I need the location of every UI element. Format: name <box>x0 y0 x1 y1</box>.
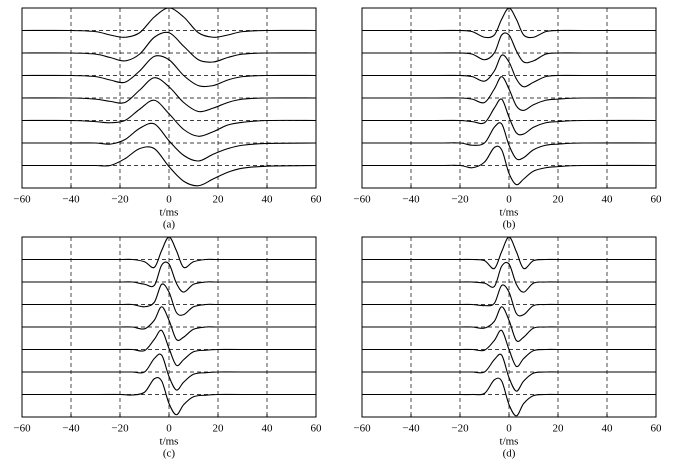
panel-caption: (d) <box>503 448 516 460</box>
x-tick-label: −60 <box>353 423 371 435</box>
trace <box>362 145 657 186</box>
panel-caption: (c) <box>163 448 176 460</box>
trace <box>362 329 656 368</box>
x-tick-label: 60 <box>311 423 323 435</box>
trace <box>362 54 656 88</box>
trace <box>21 261 316 293</box>
x-tick-label: 60 <box>311 194 323 206</box>
x-tick-label: −60 <box>353 194 371 206</box>
x-axis-label: t/ms <box>500 436 519 448</box>
trace <box>362 353 656 392</box>
x-axis-label: t/ms <box>160 207 179 219</box>
x-tick-label: −40 <box>402 423 420 435</box>
trace <box>22 146 317 187</box>
x-tick-label: −40 <box>62 194 80 206</box>
trace <box>21 31 317 63</box>
x-tick-label: −40 <box>402 194 420 206</box>
x-tick-label: −20 <box>111 194 129 206</box>
x-tick-label: −20 <box>111 423 129 435</box>
x-tick-label: 20 <box>213 423 225 435</box>
trace <box>21 77 317 113</box>
x-tick-label: −40 <box>62 423 80 435</box>
trace <box>21 377 316 416</box>
trace <box>22 329 316 367</box>
trace <box>22 306 316 341</box>
x-tick-label: −60 <box>13 194 31 206</box>
x-axis-label: t/ms <box>500 207 519 219</box>
trace <box>362 32 656 64</box>
x-axis-label: t/ms <box>160 436 179 448</box>
x-tick-label: −60 <box>13 423 31 435</box>
panel: −60 −40 −20 0 20 40 60 t/ms(a) <box>13 7 323 231</box>
plot-frame <box>21 236 317 418</box>
x-tick-label: 0 <box>506 194 512 206</box>
x-tick-label: 60 <box>651 194 663 206</box>
trace <box>361 122 657 161</box>
x-tick-label: 0 <box>166 194 172 206</box>
x-tick-label: 60 <box>651 423 663 435</box>
x-tick-label: 0 <box>166 423 172 435</box>
x-tick-label: 40 <box>602 423 614 435</box>
panel: −60 −40 −20 0 20 40 60 t/ms(c) <box>13 236 323 460</box>
x-tick-label: −20 <box>451 194 469 206</box>
x-tick-label: 20 <box>553 423 565 435</box>
x-tick-label: 40 <box>262 423 274 435</box>
plot-frame <box>361 236 657 418</box>
panel-caption: (a) <box>163 219 176 231</box>
x-tick-label: 20 <box>553 194 565 206</box>
trace <box>21 99 317 137</box>
x-tick-label: −20 <box>451 423 469 435</box>
trace <box>361 284 656 317</box>
trace <box>361 261 656 293</box>
x-tick-label: 40 <box>262 194 274 206</box>
trace <box>21 55 317 88</box>
trace <box>22 353 316 391</box>
panel: −60 −40 −20 0 20 40 60 t/ms(b) <box>353 7 663 231</box>
trace <box>21 283 316 316</box>
x-tick-label: 20 <box>213 194 225 206</box>
panel: −60 −40 −20 0 20 40 60 t/ms(d) <box>353 236 663 460</box>
plot-frame <box>361 7 657 189</box>
x-tick-label: 0 <box>506 423 512 435</box>
trace <box>362 98 657 136</box>
panel-caption: (b) <box>503 219 516 231</box>
trace <box>362 306 656 342</box>
trace <box>21 122 317 162</box>
trace <box>361 377 656 417</box>
trace <box>362 76 657 111</box>
plot-frame <box>21 7 317 189</box>
x-tick-label: 40 <box>602 194 614 206</box>
